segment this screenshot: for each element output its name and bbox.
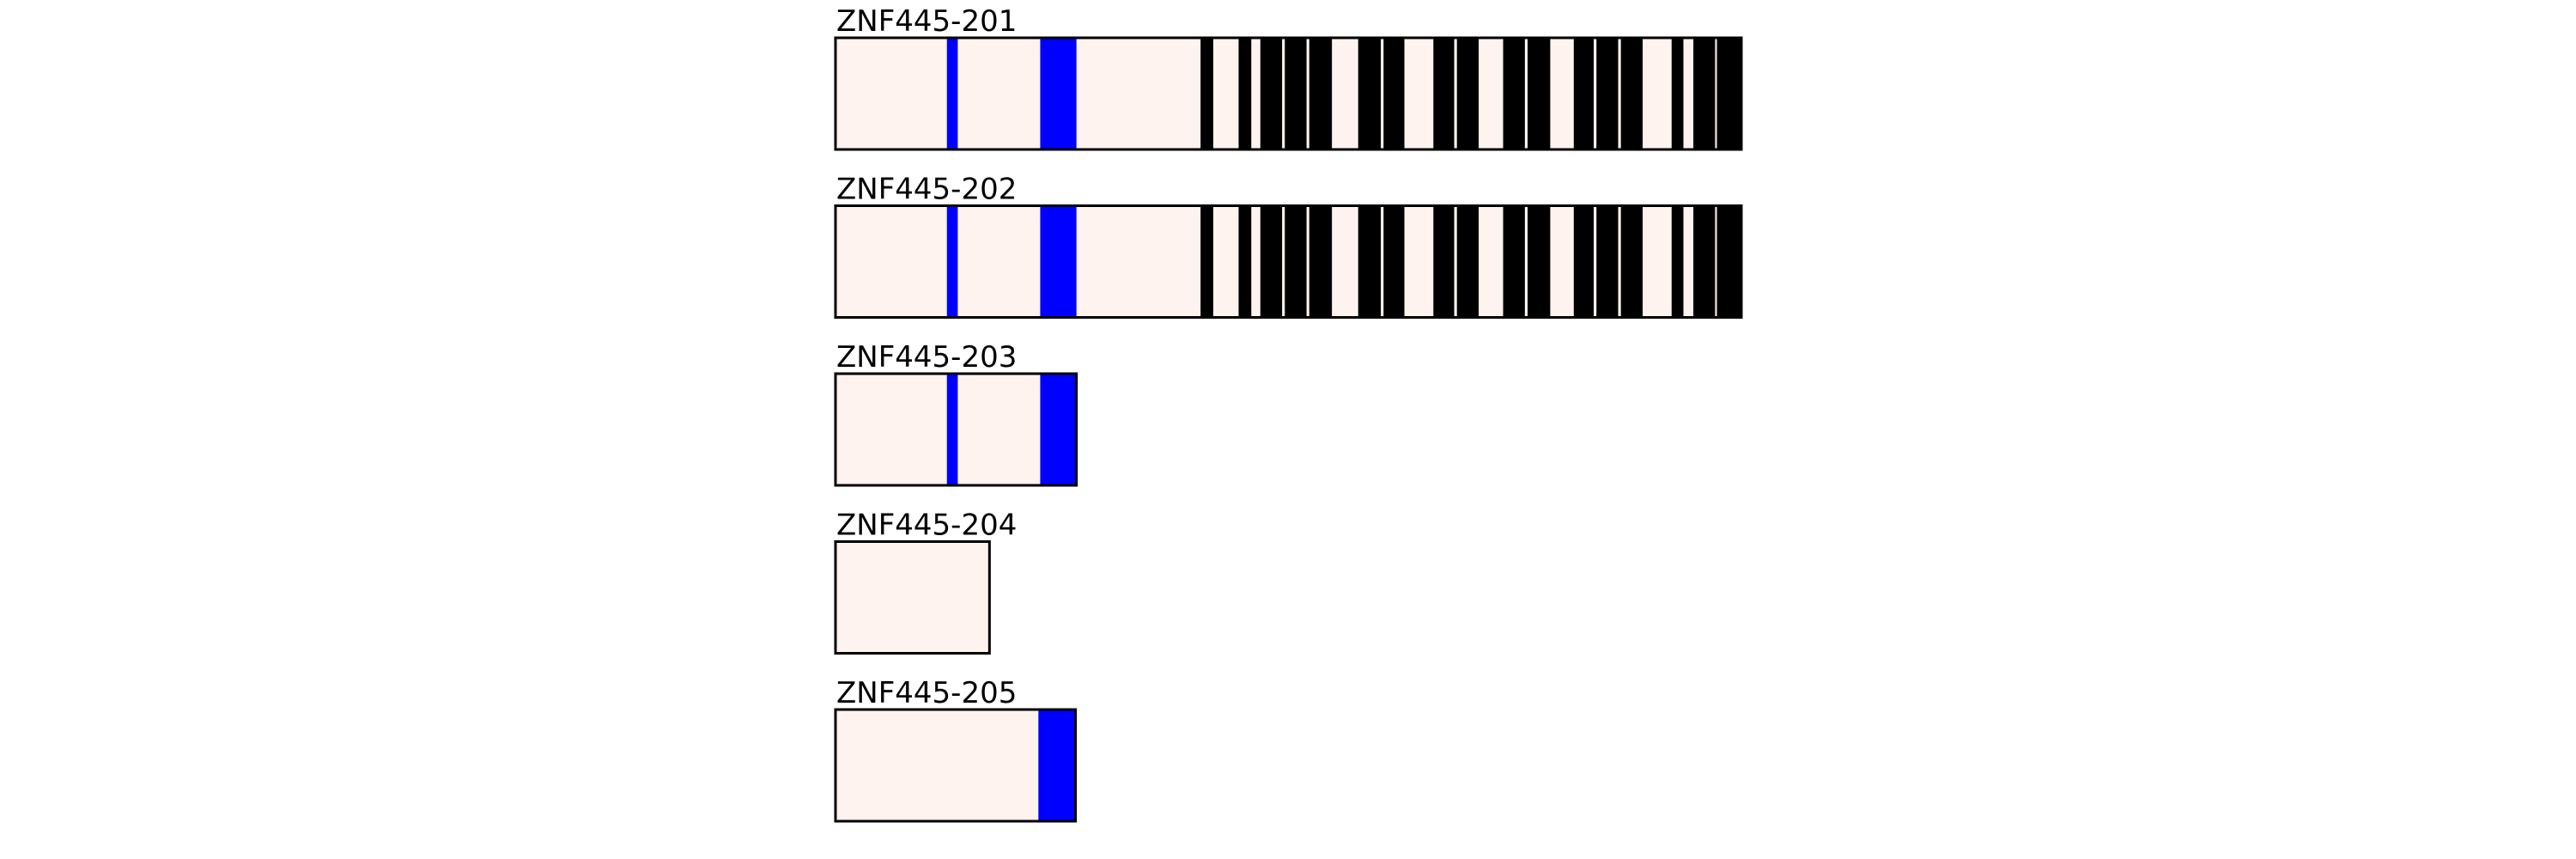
transcript-body: [835, 541, 990, 654]
black-feature-band: [1503, 38, 1525, 149]
blue-feature-band: [946, 38, 958, 149]
black-feature-band: [1671, 205, 1684, 318]
transcript-outline: [834, 540, 991, 655]
black-feature-band: [1528, 38, 1551, 149]
black-feature-band: [1238, 38, 1252, 149]
black-feature-band: [1358, 38, 1382, 149]
black-feature-band: [1358, 205, 1382, 318]
black-feature-band: [1596, 38, 1619, 149]
black-feature-band: [1383, 205, 1405, 318]
black-feature-band: [1433, 38, 1455, 149]
blue-feature-band: [1038, 710, 1076, 821]
blue-feature-band: [946, 374, 958, 485]
black-feature-band: [1260, 205, 1283, 318]
transcript-row: ZNF445-204: [834, 509, 1017, 655]
black-feature-band: [1309, 38, 1333, 149]
transcript-body: [835, 710, 1076, 821]
transcript-label: ZNF445-205: [836, 676, 1017, 710]
black-feature-band: [1693, 38, 1716, 149]
transcript-row: ZNF445-202: [834, 173, 1743, 319]
black-feature-band: [1596, 205, 1619, 318]
black-feature-band: [1573, 38, 1595, 149]
transcript-label: ZNF445-202: [836, 173, 1017, 207]
black-feature-band: [1573, 205, 1595, 318]
transcript-outline: [834, 36, 1743, 151]
black-feature-band: [1238, 205, 1252, 318]
transcript-row: ZNF445-201: [834, 4, 1743, 151]
blue-feature-band: [946, 205, 958, 318]
black-feature-band: [1456, 205, 1479, 318]
black-feature-band: [1285, 38, 1307, 149]
black-feature-band: [1716, 38, 1741, 149]
blue-feature-band: [1040, 205, 1077, 318]
transcript-outline: [834, 708, 1078, 823]
transcript-label: ZNF445-204: [836, 509, 1017, 543]
black-feature-band: [1309, 205, 1333, 318]
blue-feature-band: [1040, 38, 1077, 149]
black-feature-band: [1620, 38, 1643, 149]
blue-feature-band: [1040, 374, 1077, 485]
transcript-row: ZNF445-203: [834, 340, 1078, 487]
black-feature-band: [1456, 38, 1479, 149]
black-feature-band: [1433, 205, 1455, 318]
black-feature-band: [1260, 38, 1283, 149]
black-feature-band: [1383, 38, 1405, 149]
black-feature-band: [1620, 205, 1643, 318]
transcript-row: ZNF445-205: [834, 676, 1078, 823]
black-feature-band: [1285, 205, 1307, 318]
transcript-label: ZNF445-201: [836, 4, 1017, 39]
black-feature-band: [1716, 205, 1741, 318]
black-feature-band: [1528, 205, 1551, 318]
black-feature-band: [1693, 205, 1716, 318]
transcript-outline: [834, 204, 1743, 319]
black-feature-band: [1671, 38, 1684, 149]
black-feature-band: [1200, 205, 1213, 318]
transcript-outline: [834, 372, 1078, 487]
transcript-label: ZNF445-203: [836, 340, 1017, 375]
black-feature-band: [1200, 38, 1213, 149]
black-feature-band: [1503, 205, 1525, 318]
